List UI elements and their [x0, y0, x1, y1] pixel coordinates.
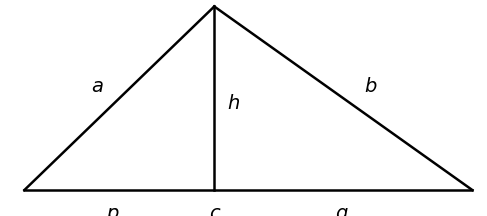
Text: p: p	[106, 204, 118, 216]
Text: b: b	[364, 77, 376, 96]
Text: q: q	[335, 204, 347, 216]
Text: h: h	[227, 94, 240, 113]
Text: a: a	[92, 77, 103, 96]
Text: c: c	[209, 204, 220, 216]
